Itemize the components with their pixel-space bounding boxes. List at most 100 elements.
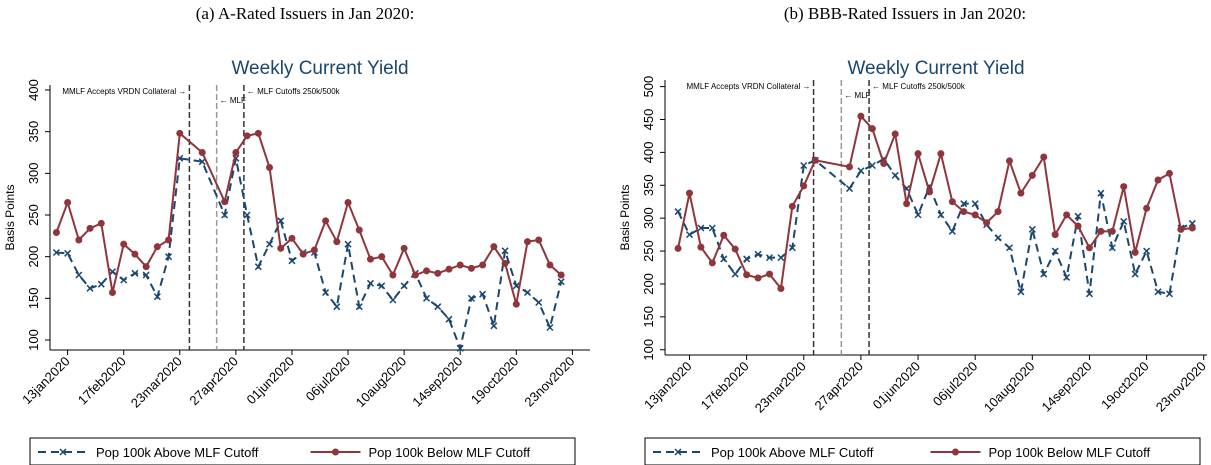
point xyxy=(857,112,865,120)
point xyxy=(971,211,979,219)
x-tick-label: 14sep2020 xyxy=(1038,359,1094,415)
point xyxy=(880,160,888,168)
point xyxy=(971,200,979,208)
point xyxy=(720,255,728,263)
point xyxy=(708,259,716,267)
point xyxy=(914,150,922,158)
point xyxy=(344,240,352,248)
point xyxy=(743,255,751,263)
point xyxy=(800,161,808,170)
point xyxy=(501,259,509,267)
point xyxy=(389,271,397,279)
point xyxy=(754,274,762,282)
point xyxy=(108,289,116,296)
x-tick-label: 23nov2020 xyxy=(1153,359,1209,415)
point xyxy=(685,189,693,197)
y-axis-label: Basis Points xyxy=(618,184,632,250)
point xyxy=(142,263,150,271)
x-tick-label: 06jul2020 xyxy=(303,354,353,404)
y-tick-label: 350 xyxy=(26,121,41,143)
point xyxy=(891,171,899,179)
point xyxy=(479,261,487,269)
point xyxy=(176,129,184,137)
y-tick-label: 300 xyxy=(26,162,41,184)
point xyxy=(198,149,206,156)
point xyxy=(64,199,72,206)
point xyxy=(266,164,274,171)
y-tick-label: 300 xyxy=(641,207,656,229)
point xyxy=(366,279,375,287)
point xyxy=(731,245,739,253)
legend-marker xyxy=(332,448,339,456)
point xyxy=(1040,270,1048,278)
point xyxy=(1085,290,1093,298)
point xyxy=(960,200,968,208)
point xyxy=(131,250,139,258)
event-label: ← MLF xyxy=(220,96,246,105)
point xyxy=(731,270,739,278)
event-label: ← MLF Cutoffs 250k/500k xyxy=(872,82,966,91)
point xyxy=(1120,217,1128,225)
y-tick-label: 200 xyxy=(26,246,41,268)
point xyxy=(389,296,397,304)
point xyxy=(1074,212,1082,220)
point xyxy=(165,253,173,261)
point xyxy=(288,234,296,242)
y-tick-label: 250 xyxy=(26,204,41,226)
point xyxy=(914,211,922,219)
legend-label: Pop 100k Above MLF Cutoff xyxy=(711,445,874,460)
y-tick-label: 450 xyxy=(641,109,656,131)
y-tick-label: 400 xyxy=(26,79,41,101)
point xyxy=(423,267,431,275)
point xyxy=(1108,244,1116,252)
point xyxy=(52,229,60,236)
point xyxy=(333,303,341,311)
point xyxy=(108,268,117,276)
point xyxy=(277,244,285,252)
point xyxy=(697,224,705,232)
point xyxy=(97,280,105,288)
point xyxy=(557,278,565,286)
point xyxy=(254,263,262,271)
y-tick-label: 500 xyxy=(641,76,656,98)
point xyxy=(1028,171,1036,179)
x-tick-label: 01jun2020 xyxy=(244,354,298,408)
point xyxy=(355,303,363,311)
series-line xyxy=(677,157,1193,295)
point xyxy=(1085,244,1093,252)
point xyxy=(765,270,773,278)
point xyxy=(1108,227,1116,235)
point xyxy=(1177,225,1185,233)
y-tick-label: 400 xyxy=(641,142,656,164)
x-tick-label: 14sep2020 xyxy=(409,354,465,410)
point xyxy=(52,248,60,257)
point xyxy=(685,231,694,239)
point xyxy=(1017,288,1025,296)
x-tick-label: 01jun2020 xyxy=(870,359,924,413)
point xyxy=(1051,231,1059,239)
legend-label: Pop 100k Above MLF Cutoff xyxy=(96,445,259,460)
point xyxy=(344,199,352,206)
point xyxy=(479,290,487,298)
y-tick-label: 100 xyxy=(26,329,41,351)
legend-label: Pop 100k Below MLF Cutoff xyxy=(369,445,531,460)
chart-title: Weekly Current Yield xyxy=(231,58,408,79)
point xyxy=(720,231,728,239)
point xyxy=(845,163,853,171)
point xyxy=(198,158,206,166)
point xyxy=(232,149,240,156)
event-label: MMLF Accepts VRDN Collateral → xyxy=(62,87,186,96)
legend-marker xyxy=(674,448,682,456)
point xyxy=(743,271,751,279)
point xyxy=(445,315,453,323)
point xyxy=(299,250,307,258)
event-label: MMLF Accepts VRDN Collateral → xyxy=(687,82,811,91)
x-tick-label: 23mar2020 xyxy=(128,354,185,411)
point xyxy=(75,271,83,279)
series-line xyxy=(56,157,563,352)
point xyxy=(845,185,854,193)
x-tick-label: 19oct2020 xyxy=(468,354,522,408)
point xyxy=(754,250,762,258)
point xyxy=(937,211,945,219)
point xyxy=(265,240,274,248)
